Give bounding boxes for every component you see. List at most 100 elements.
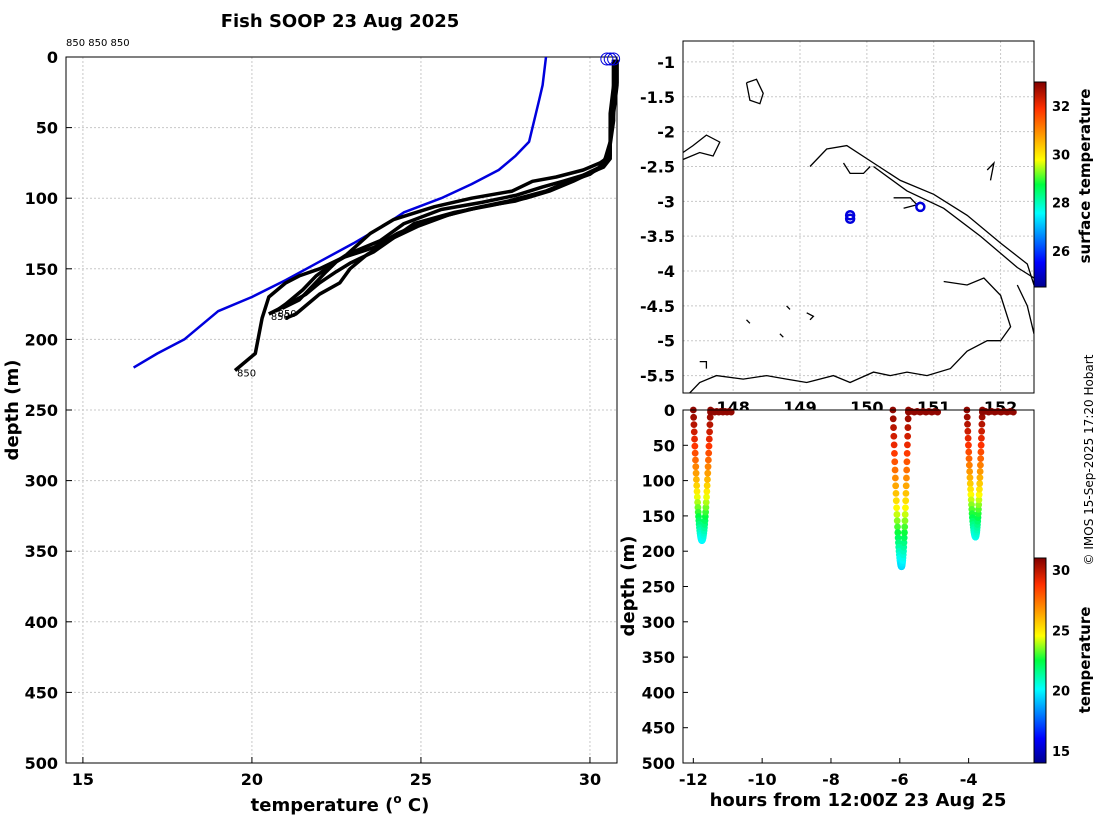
data-point (901, 517, 909, 525)
x-tick-label: 15 (72, 770, 94, 789)
coastline-segment (873, 165, 1034, 279)
data-point (903, 466, 911, 474)
surface-colorbar-tick-label: 28 (1052, 197, 1070, 212)
profile-end-label: 850 (278, 309, 297, 320)
credit-text: © IMOS 15-Sep-2025 17:20 Hobart (1082, 354, 1096, 565)
series-line-profile-5 (233, 59, 616, 372)
profile-end-label: 850 (237, 368, 256, 379)
data-point (893, 504, 900, 512)
data-point (963, 413, 971, 421)
data-point (964, 434, 972, 442)
profile-plot-area (66, 57, 617, 763)
cast-2 (889, 406, 942, 571)
section-x-axis-label: hours from 12:00Z 23 Aug 25 (710, 790, 1007, 811)
data-point (902, 482, 910, 490)
map-y-tick-label: -4 (657, 262, 675, 281)
data-point (967, 496, 975, 504)
data-point (690, 413, 698, 421)
data-point (690, 421, 698, 429)
y-tick-label: 350 (25, 542, 58, 561)
data-point (894, 523, 901, 531)
x-tick-label: 20 (241, 770, 263, 789)
data-point (965, 441, 972, 449)
section-y-tick-label: 100 (642, 472, 675, 491)
data-point (966, 468, 974, 475)
temperature-colorbar-tick-label: 20 (1052, 685, 1070, 700)
y-tick-label: 400 (25, 613, 58, 632)
surface-marker (603, 52, 617, 66)
data-point (691, 442, 699, 450)
y-tick-label: 250 (25, 401, 58, 420)
data-point (890, 424, 897, 431)
data-point (903, 458, 911, 466)
data-point (901, 511, 909, 518)
surface-marker (607, 52, 621, 66)
x-tick-label: 25 (410, 770, 432, 789)
data-point (976, 474, 984, 482)
data-point (702, 503, 710, 511)
x-tick-label: 30 (579, 770, 601, 789)
data-point (702, 498, 710, 506)
map-y-tick-label: -3.5 (640, 227, 675, 246)
section-y-tick-label: 500 (642, 754, 675, 773)
data-point (975, 496, 983, 504)
chart-title: Fish SOOP 23 Aug 2025 (221, 11, 460, 32)
section-x-tick-label: -4 (960, 770, 978, 789)
data-point (978, 420, 986, 428)
data-point (889, 415, 897, 423)
temperature-colorbar-tick-label: 30 (1052, 564, 1070, 579)
map-area (683, 41, 1034, 393)
data-point (890, 441, 898, 449)
station-marker (844, 213, 856, 224)
data-point (706, 428, 714, 436)
data-point (703, 488, 711, 495)
data-point (706, 413, 714, 421)
surface-temperature-colorbar-label: surface temperature (1076, 89, 1094, 264)
data-point (975, 491, 983, 499)
data-point (976, 468, 984, 475)
data-point (903, 474, 910, 482)
data-point (976, 480, 984, 487)
data-point (704, 456, 712, 464)
surface-marker (600, 52, 614, 66)
surface-temperature-colorbar (1033, 81, 1047, 288)
map-y-tick-label: -5 (657, 332, 675, 351)
map-y-tick-label: -3 (657, 192, 675, 211)
data-point (978, 427, 986, 435)
data-point (694, 498, 702, 506)
data-point (967, 485, 974, 493)
section-x-tick-label: -12 (679, 770, 708, 789)
profile-plot-frame (65, 56, 618, 764)
section-x-tick-label: -6 (891, 770, 909, 789)
data-point (692, 476, 700, 483)
section-x-tick-label: -8 (822, 770, 840, 789)
cast-3 (963, 406, 1017, 541)
profile-y-axis-label: depth (m) (2, 360, 23, 461)
data-point (703, 493, 710, 501)
y-tick-label: 50 (36, 119, 58, 138)
station-marker (915, 201, 926, 213)
section-y-tick-label: 150 (642, 507, 675, 526)
coastline-segment (806, 312, 815, 321)
y-tick-label: 300 (25, 472, 58, 491)
y-tick-label: 200 (25, 330, 58, 349)
data-point (901, 529, 908, 536)
data-point (705, 449, 713, 457)
data-point (705, 435, 713, 443)
data-point (977, 461, 984, 469)
data-point (703, 482, 711, 489)
y-tick-label: 500 (25, 754, 58, 773)
data-point (975, 501, 983, 509)
coastline-segment (683, 134, 721, 161)
data-point (903, 449, 911, 457)
surface-colorbar-tick-label: 26 (1052, 245, 1070, 260)
data-point (904, 432, 912, 440)
data-point (964, 427, 972, 435)
y-tick-label: 150 (25, 260, 58, 279)
data-point (693, 488, 701, 495)
profile-plot: 15 20 25 3005010015020025030035040045050085… (25, 48, 621, 789)
data-point (704, 469, 712, 477)
map-y-tick-label: -5.5 (640, 367, 675, 386)
data-point (890, 432, 898, 440)
